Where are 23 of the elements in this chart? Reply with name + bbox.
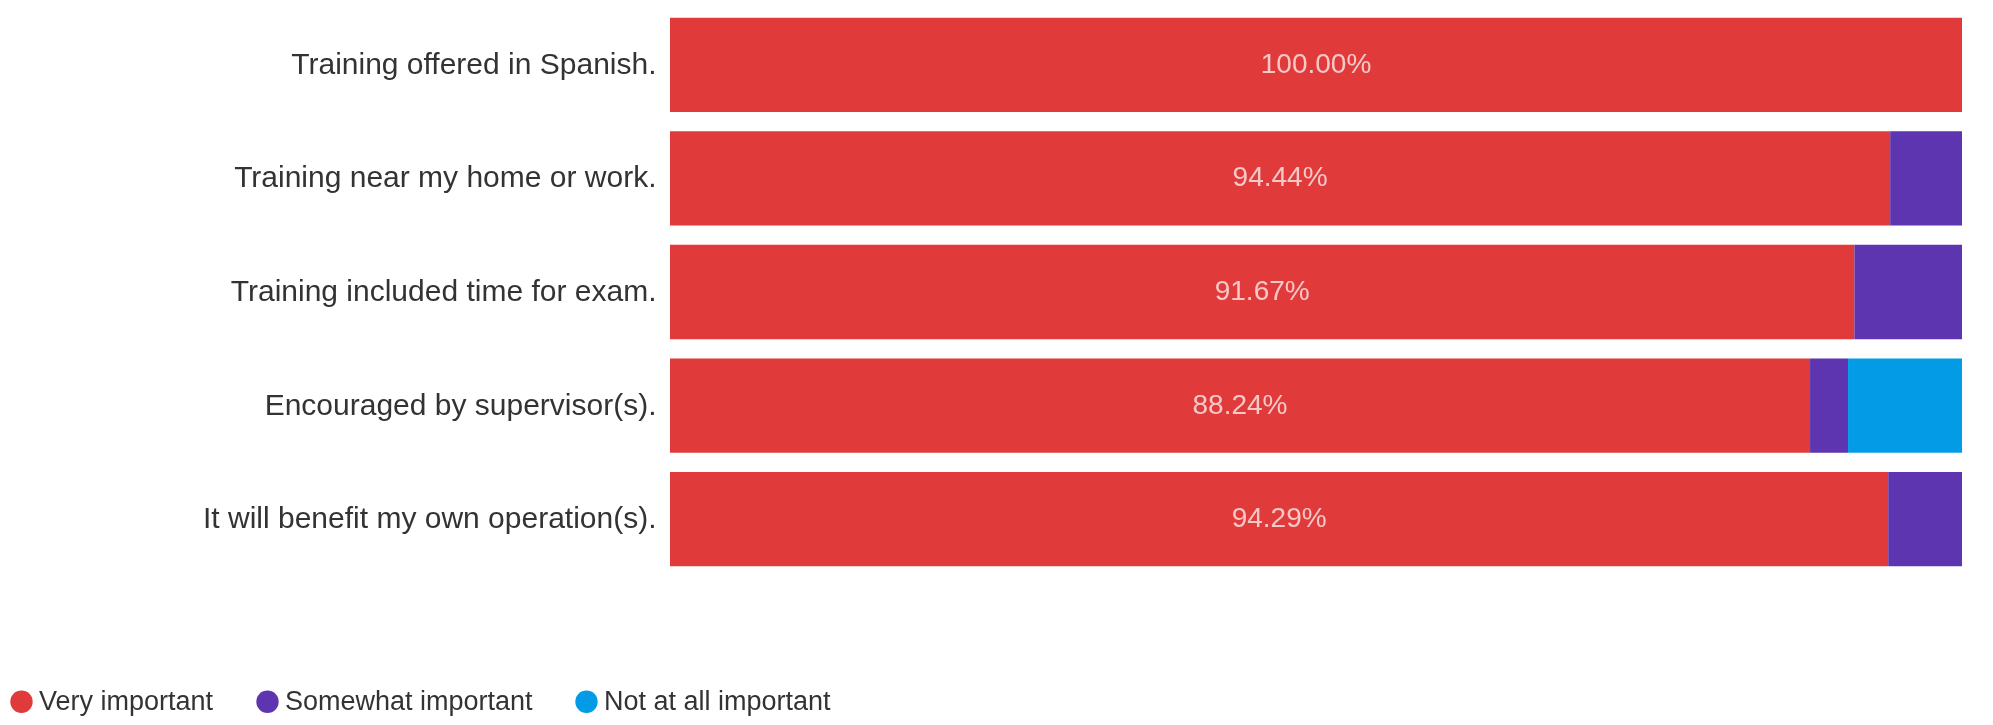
y-tick-label: Training near my home or work. bbox=[234, 160, 657, 194]
legend-label: Very important bbox=[39, 685, 214, 716]
bar bbox=[670, 472, 1889, 567]
bar bbox=[1810, 358, 1849, 453]
bar bbox=[1890, 131, 1962, 226]
bar bbox=[670, 17, 1962, 112]
data-label: 100.00% bbox=[1260, 47, 1372, 79]
data-label: 91.67% bbox=[1214, 275, 1310, 306]
bar bbox=[1888, 472, 1962, 567]
y-tick-label: Training included time for exam. bbox=[230, 274, 657, 307]
y-tick-label: Training offered in Spanish. bbox=[291, 46, 657, 80]
bar bbox=[1854, 244, 1962, 340]
y-tick-label: It will benefit my own operation(s). bbox=[202, 501, 657, 535]
bar bbox=[670, 244, 1855, 340]
data-label: 94.44% bbox=[1232, 161, 1328, 193]
bar bbox=[670, 131, 1891, 226]
legend-label: Somewhat important bbox=[285, 685, 534, 716]
data-label: 88.24% bbox=[1192, 388, 1288, 420]
legend-label: Not at all important bbox=[604, 685, 832, 716]
bar bbox=[1848, 358, 1962, 453]
bar bbox=[670, 358, 1811, 453]
y-tick-label: Encouraged by supervisor(s). bbox=[264, 387, 657, 421]
data-label: 94.29% bbox=[1231, 502, 1327, 534]
